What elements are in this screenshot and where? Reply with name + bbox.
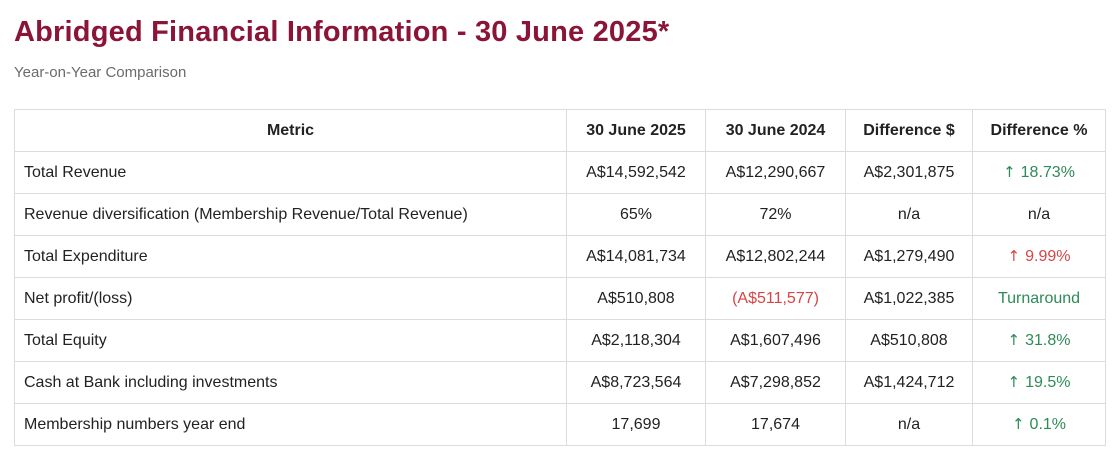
table-row: Total Equity A$2,118,304 A$1,607,496 A$510,…	[14, 319, 1106, 362]
cell-2025: A$8,723,564	[566, 361, 706, 404]
cell-2024: A$12,802,244	[705, 235, 846, 278]
cell-2025: A$2,118,304	[566, 319, 706, 362]
cell-difference-percent: ↑ 19.5%	[972, 361, 1106, 404]
table-row: Membership numbers year end 17,699 17,674 n…	[14, 403, 1106, 446]
table-row: Total Expenditure A$14,081,734 A$12,802,24…	[14, 235, 1106, 278]
cell-metric: Net profit/(loss)	[14, 277, 567, 320]
arrow-up-icon: ↑	[1011, 415, 1025, 433]
arrow-up-icon: ↑	[1007, 373, 1021, 391]
header-metric: Metric	[14, 109, 567, 152]
table-row: Net profit/(loss) A$510,808 (A$511,577) A$1…	[14, 277, 1106, 320]
difference-percent-value: 0.1%	[1029, 416, 1067, 433]
cell-2024: 17,674	[705, 403, 846, 446]
cell-difference-percent: Turnaround	[972, 277, 1106, 320]
cell-metric: Total Equity	[14, 319, 567, 362]
cell-difference-percent: ↑ 9.99%	[972, 235, 1106, 278]
cell-2024: A$12,290,667	[705, 151, 846, 194]
cell-2025: 65%	[566, 193, 706, 236]
cell-2024: A$1,607,496	[705, 319, 846, 362]
cell-difference-dollar: A$1,424,712	[845, 361, 973, 404]
cell-difference-percent: ↑ 0.1%	[972, 403, 1106, 446]
arrow-up-icon: ↑	[1007, 247, 1021, 265]
cell-metric: Total Expenditure	[14, 235, 567, 278]
cell-difference-dollar: A$2,301,875	[845, 151, 973, 194]
header-2024: 30 June 2024	[705, 109, 846, 152]
cell-difference-percent: ↑ 18.73%	[972, 151, 1106, 194]
cell-difference-percent: n/a	[972, 193, 1106, 236]
cell-2025: A$14,081,734	[566, 235, 706, 278]
difference-percent-value: 9.99%	[1025, 248, 1071, 265]
difference-percent-value: n/a	[1027, 205, 1051, 223]
difference-percent-value: Turnaround	[997, 289, 1081, 307]
cell-difference-dollar: A$1,022,385	[845, 277, 973, 320]
cell-2025: A$14,592,542	[566, 151, 706, 194]
arrow-up-icon: ↑	[1007, 331, 1021, 349]
cell-difference-dollar: A$510,808	[845, 319, 973, 362]
header-2025: 30 June 2025	[566, 109, 706, 152]
cell-difference-dollar: n/a	[845, 193, 973, 236]
page-title: Abridged Financial Information - 30 June…	[14, 16, 670, 48]
financial-table: Metric 30 June 2025 30 June 2024 Differe…	[14, 109, 1106, 446]
page-subtitle: Year-on-Year Comparison	[14, 64, 187, 81]
header-difference-percent: Difference %	[972, 109, 1106, 152]
cell-2025: A$510,808	[566, 277, 706, 320]
cell-metric: Revenue diversification (Membership Reve…	[14, 193, 567, 236]
cell-difference-dollar: A$1,279,490	[845, 235, 973, 278]
header-difference-dollar: Difference $	[845, 109, 973, 152]
cell-difference-dollar: n/a	[845, 403, 973, 446]
cell-2024: 72%	[705, 193, 846, 236]
cell-2024: A$7,298,852	[705, 361, 846, 404]
table-body: Total Revenue A$14,592,542 A$12,290,667 A$2…	[14, 151, 1106, 446]
arrow-up-icon: ↑	[1003, 163, 1016, 181]
cell-metric: Cash at Bank including investments	[14, 361, 567, 404]
difference-percent-value: 31.8%	[1025, 332, 1071, 349]
table-header-row: Metric 30 June 2025 30 June 2024 Differe…	[14, 109, 1106, 152]
table-row: Total Revenue A$14,592,542 A$12,290,667 A$2…	[14, 151, 1106, 194]
cell-difference-percent: ↑ 31.8%	[972, 319, 1106, 362]
cell-2024: (A$511,577)	[705, 277, 846, 320]
table-row: Cash at Bank including investments A$8,72…	[14, 361, 1106, 404]
difference-percent-value: 19.5%	[1025, 374, 1071, 391]
cell-metric: Membership numbers year end	[14, 403, 567, 446]
cell-metric: Total Revenue	[14, 151, 567, 194]
cell-2025: 17,699	[566, 403, 706, 446]
table-row: Revenue diversification (Membership Reve…	[14, 193, 1106, 236]
difference-percent-value: 18.73%	[1020, 164, 1075, 181]
